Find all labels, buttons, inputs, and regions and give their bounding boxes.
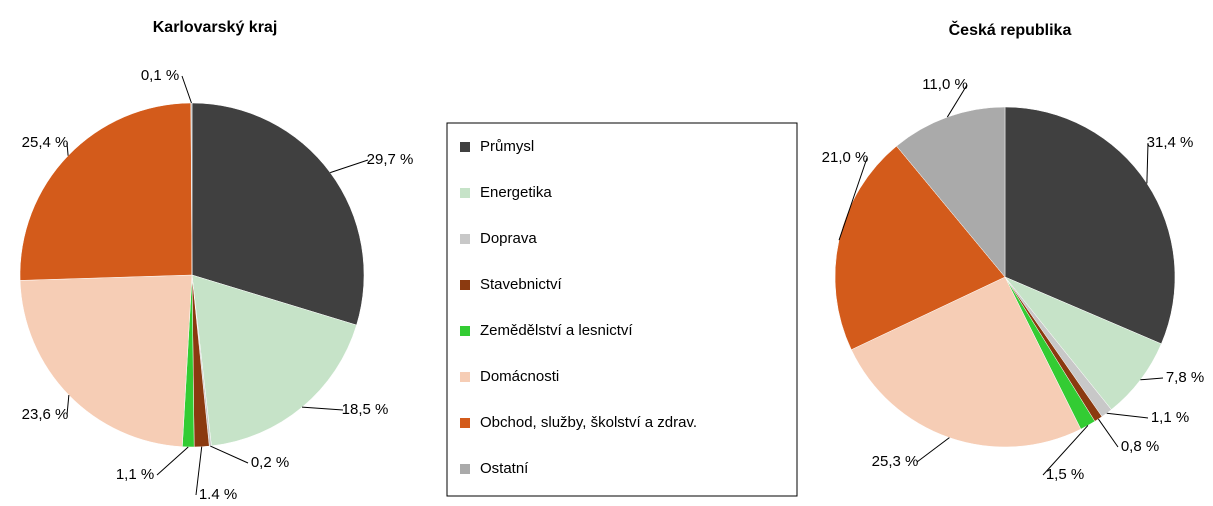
data-label: 11,0 % (922, 76, 968, 93)
legend-swatch (460, 418, 470, 428)
chart-title: Česká republika (949, 20, 1072, 39)
data-label: 1,1 % (116, 466, 154, 483)
legend-swatch (460, 464, 470, 474)
pie-slice (191, 102, 365, 326)
legend-label: Domácnosti (480, 368, 559, 385)
leader-line (946, 84, 968, 118)
leader-line (916, 437, 950, 463)
pie-slice (191, 274, 357, 447)
data-label: 0,1 % (141, 67, 179, 84)
leader-line (181, 75, 192, 104)
leader-line (66, 395, 70, 416)
legend-label: Energetika (480, 184, 552, 201)
data-label: 25,4 % (22, 134, 69, 151)
data-label: 29,7 % (367, 151, 414, 168)
data-label: 1,1 % (1151, 409, 1189, 426)
legend-label: Průmysl (480, 138, 534, 155)
legend-label: Doprava (480, 230, 537, 247)
legend-swatch (460, 142, 470, 152)
data-label: 31,4 % (1147, 134, 1194, 151)
legend-swatch (460, 372, 470, 382)
legend-box (446, 122, 798, 497)
leader-line (838, 157, 868, 241)
data-label: 0,2 % (251, 454, 289, 471)
legend-label: Obchod, služby, školství a zdrav. (480, 414, 697, 431)
pie-slice (850, 276, 1082, 448)
leader-line (330, 159, 369, 174)
data-label: 7,8 % (1166, 369, 1204, 386)
legend-swatch (460, 234, 470, 244)
pie-slice (19, 102, 193, 281)
leader-line (66, 142, 69, 156)
leader-line (1146, 142, 1149, 184)
data-label: 1,5 % (1046, 466, 1084, 483)
data-label: 18,5 % (342, 401, 389, 418)
legend-swatch (460, 188, 470, 198)
data-label: 0,8 % (1121, 438, 1159, 455)
data-label: 23,6 % (22, 406, 69, 423)
legend-swatch (460, 326, 470, 336)
leader-line (1140, 377, 1164, 381)
legend-label: Zemědělství a lesnictví (480, 322, 633, 339)
leader-line (210, 445, 249, 464)
leader-line (302, 406, 344, 411)
data-label: 25,3 % (872, 453, 919, 470)
leader-line (156, 446, 189, 476)
leader-line (1042, 425, 1089, 476)
legend-swatch (460, 280, 470, 290)
legend-label: Stavebnictví (480, 276, 563, 293)
leader-line (1106, 412, 1149, 419)
legend-label: Ostatní (480, 460, 529, 477)
leader-line (1098, 418, 1119, 448)
data-label: 21,0 % (822, 149, 869, 166)
pie-slice (896, 106, 1006, 278)
data-label: 1.4 % (199, 486, 237, 503)
pie-slice (1004, 106, 1176, 345)
chart-title: Karlovarský kraj (153, 19, 278, 36)
leader-line (195, 446, 203, 496)
